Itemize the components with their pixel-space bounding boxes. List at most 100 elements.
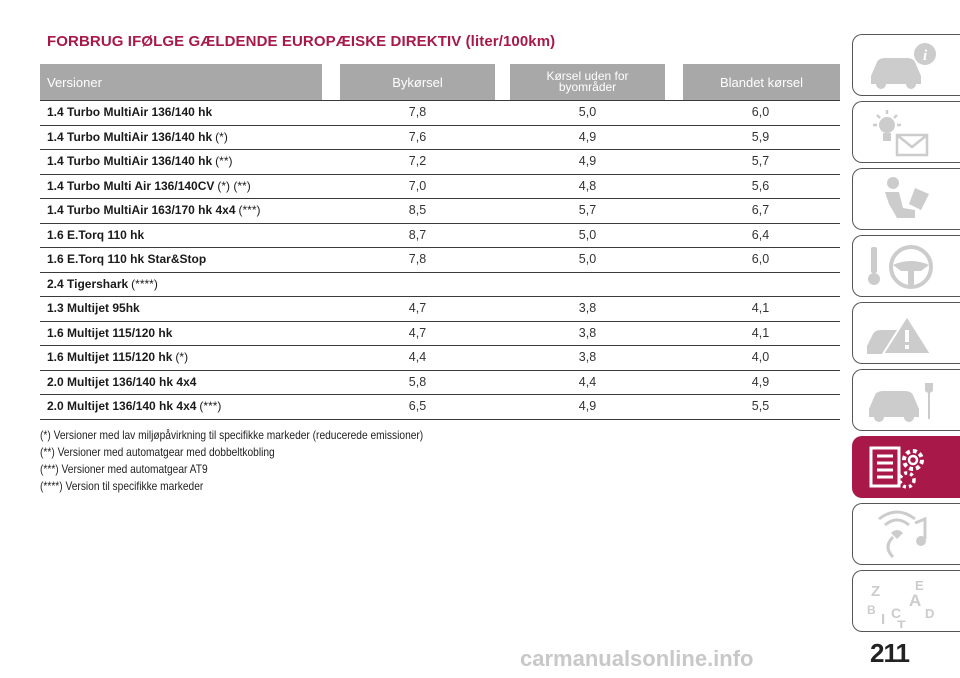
version-footnote-mark: (*) (**) — [217, 178, 251, 193]
svg-text:T: T — [897, 617, 906, 628]
extra-urban-value: 3,8 — [578, 325, 597, 340]
footnote: (*) Versioner med lav miljøpåvirkning ti… — [40, 428, 424, 442]
svg-text:C: C — [891, 605, 901, 621]
version-name: 1.4 Turbo MultiAir 136/140 hk (*) — [47, 130, 228, 144]
version-footnote-mark: (***) — [238, 203, 261, 217]
city-value: 5,8 — [408, 374, 427, 389]
city-value: 7,6 — [408, 129, 427, 144]
header-extra-urban-label: Kørsel uden for byområder — [546, 69, 629, 94]
tab-index[interactable]: Z E A B D I C T — [852, 570, 960, 632]
version-footnote-mark: (****) — [131, 276, 158, 291]
table-row: 1.3 Multijet 95hk 4,7 3,8 4,1 — [40, 297, 840, 322]
city-value: 4,4 — [408, 350, 427, 364]
city-value: 6,5 — [408, 399, 427, 413]
extra-urban-value: 3,8 — [578, 350, 597, 364]
svg-text:A: A — [909, 591, 921, 610]
version-name: 1.4 Turbo MultiAir 163/170 hk 4x4 (***) — [47, 203, 261, 217]
table-row: 1.6 Multijet 115/120 hk (*) 4,4 3,8 4,0 — [40, 346, 840, 371]
svg-text:B: B — [867, 603, 876, 617]
header-extra-urban: Kørsel uden for byområder — [510, 64, 665, 100]
version-label: 2.0 Multijet 136/140 hk 4x4 — [47, 374, 197, 389]
city-value: 8,7 — [408, 227, 427, 242]
tab-car-info[interactable]: i — [852, 34, 960, 96]
tab-steering[interactable] — [852, 235, 960, 297]
tab-technical-data[interactable] — [852, 436, 960, 498]
seat-safety-icon — [885, 177, 929, 218]
combined-value: 4,0 — [751, 350, 770, 364]
version-label: 1.4 Turbo MultiAir 136/140 hk — [47, 105, 213, 119]
warning-lights-icon — [873, 110, 929, 157]
maintenance-icon — [869, 383, 933, 422]
table-row: 1.4 Turbo MultiAir 136/140 hk (*) 7,6 4,9 5,… — [40, 126, 840, 150]
table-row: 1.4 Turbo Multi Air 136/140CV (*) (**) 7,0… — [40, 175, 840, 199]
header-combined: Blandet kørsel — [683, 64, 840, 100]
version-footnote-mark: (**) — [215, 154, 233, 168]
version-label: 1.4 Turbo MultiAir 163/170 hk 4x4 — [47, 203, 236, 217]
table-row: 2.4 Tigershark (****) — [40, 273, 840, 297]
version-label: 1.3 Multijet 95hk — [47, 301, 140, 315]
extra-urban-value: 4,8 — [578, 178, 597, 193]
table-row: 2.0 Multijet 136/140 hk 4x4 (***) 6,5 4,9 5,… — [40, 395, 840, 420]
version-footnote-mark: (*) — [175, 350, 189, 364]
combined-value: 5,9 — [751, 129, 770, 144]
svg-text:Z: Z — [871, 583, 880, 600]
multimedia-icon — [878, 510, 927, 559]
combined-value: 4,9 — [751, 374, 770, 389]
tab-multimedia[interactable] — [852, 503, 960, 565]
version-name: 2.4 Tigershark (****) — [47, 277, 158, 291]
extra-urban-value: 5,7 — [578, 203, 597, 217]
version-label: 1.4 Turbo MultiAir 136/140 hk — [47, 154, 213, 168]
combined-value: 5,7 — [751, 154, 770, 168]
footnote: (***) Versioner med automatgear AT9 — [40, 462, 208, 476]
table-row: 1.6 E.Torq 110 hk Star&Stop 7,8 5,0 6,0 — [40, 248, 840, 273]
combined-value: 5,6 — [751, 178, 770, 193]
version-label: 1.6 Multijet 115/120 hk — [47, 325, 173, 340]
version-name: 1.6 E.Torq 110 hk Star&Stop — [47, 252, 209, 266]
version-name: 2.0 Multijet 136/140 hk 4x4 — [47, 375, 199, 389]
combined-value: 4,1 — [751, 325, 770, 340]
page-title: FORBRUG IFØLGE GÆLDENDE EUROPÆISKE DIREK… — [47, 33, 556, 50]
tab-maintenance[interactable] — [852, 369, 960, 431]
version-name: 1.6 Multijet 115/120 hk — [47, 326, 175, 340]
extra-urban-value: 4,4 — [578, 374, 597, 389]
combined-value: 4,1 — [751, 301, 770, 315]
combined-value: 5,5 — [751, 399, 770, 413]
tab-emergency[interactable] — [852, 302, 960, 364]
table-row: 1.4 Turbo MultiAir 136/140 hk 7,8 5,0 6,0 — [40, 100, 840, 126]
version-label: 1.6 E.Torq 110 hk Star&Stop — [47, 252, 207, 266]
version-label: 2.4 Tigershark — [47, 276, 129, 291]
table-row: 2.0 Multijet 136/140 hk 4x4 5,8 4,4 4,9 — [40, 371, 840, 395]
extra-urban-value: 4,9 — [578, 399, 597, 413]
watermark: carmanualsonline.info — [520, 646, 754, 671]
tab-seat-safety[interactable] — [852, 168, 960, 230]
svg-text:I: I — [881, 611, 885, 628]
version-footnote-mark: (***) — [199, 399, 222, 413]
city-value: 7,8 — [408, 252, 427, 266]
svg-text:E: E — [915, 578, 924, 593]
tab-warning-lights[interactable] — [852, 101, 960, 163]
city-value: 4,7 — [408, 325, 427, 340]
version-name: 1.4 Turbo MultiAir 136/140 hk — [47, 105, 215, 119]
version-label: 1.6 E.Torq 110 hk — [47, 227, 145, 242]
version-name: 1.3 Multijet 95hk — [47, 301, 143, 315]
table-row: 1.4 Turbo MultiAir 136/140 hk (**) 7,2 4,9 5… — [40, 150, 840, 175]
svg-text:D: D — [925, 606, 934, 621]
footnote: (**) Versioner med automatgear med dobbe… — [40, 445, 275, 459]
header-city: Bykørsel — [340, 64, 495, 100]
steering-wheel-icon — [868, 245, 933, 289]
table-row: 1.6 Multijet 115/120 hk 4,7 3,8 4,1 — [40, 322, 840, 346]
page-number: 211 — [870, 638, 910, 668]
consumption-table: 1.4 Turbo MultiAir 136/140 hk 7,8 5,0 6,0 1.… — [40, 100, 840, 420]
city-value: 7,0 — [408, 178, 427, 193]
extra-urban-value: 3,8 — [578, 301, 597, 315]
extra-urban-value: 5,0 — [578, 105, 597, 119]
city-value: 7,8 — [408, 105, 427, 119]
version-label: 1.4 Turbo Multi Air 136/140CV — [47, 178, 215, 193]
table-row: 1.4 Turbo MultiAir 163/170 hk 4x4 (***) 8,… — [40, 199, 840, 224]
version-label: 2.0 Multijet 136/140 hk 4x4 — [47, 399, 197, 413]
car-info-icon: i — [871, 43, 936, 89]
city-value: 4,7 — [408, 301, 427, 315]
city-value: 8,5 — [408, 203, 427, 217]
version-footnote-mark: (*) — [215, 129, 228, 144]
index-icon: Z E A B D I C T — [867, 578, 934, 628]
